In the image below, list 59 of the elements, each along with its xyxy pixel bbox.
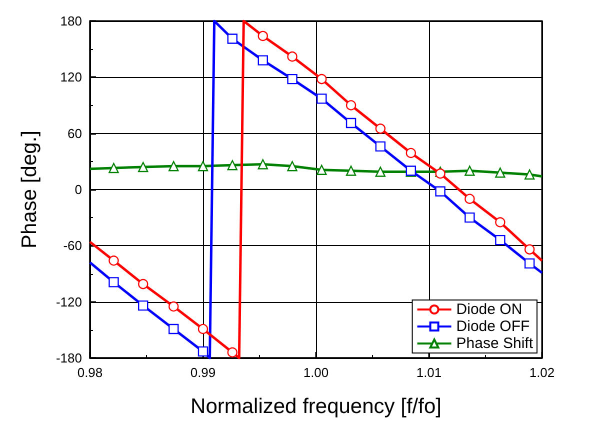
legend-label: Phase Shift bbox=[456, 335, 534, 352]
y-tick-label: 180 bbox=[60, 14, 82, 28]
point bbox=[524, 258, 535, 269]
x-axis-title: Normalized frequency [f/fo] bbox=[190, 395, 442, 418]
point bbox=[227, 34, 238, 44]
point bbox=[375, 166, 386, 177]
point bbox=[495, 217, 506, 228]
point bbox=[258, 159, 268, 170]
legend-label: Diode ON bbox=[456, 301, 522, 318]
x-tick-label: 1.02 bbox=[529, 365, 555, 380]
point bbox=[316, 94, 327, 104]
point bbox=[227, 347, 238, 358]
x-tick-label: 0.99 bbox=[190, 365, 216, 380]
y-tick-label: 120 bbox=[60, 70, 82, 85]
point bbox=[435, 186, 446, 196]
point bbox=[406, 148, 416, 158]
x-tick-label: 0.98 bbox=[77, 365, 103, 380]
point bbox=[168, 301, 179, 312]
point bbox=[108, 277, 119, 288]
legend-label: Diode OFF bbox=[456, 318, 530, 335]
y-tick-label: -180 bbox=[56, 350, 82, 366]
point bbox=[287, 51, 298, 62]
point bbox=[435, 168, 446, 179]
point bbox=[464, 212, 475, 223]
point bbox=[108, 256, 119, 266]
point bbox=[524, 169, 535, 180]
y-axis-title: Phase [deg.] bbox=[18, 130, 41, 248]
point bbox=[464, 194, 475, 204]
text: 1.00 bbox=[303, 365, 329, 380]
point bbox=[227, 160, 238, 170]
point bbox=[524, 244, 535, 255]
point bbox=[346, 100, 356, 110]
point bbox=[138, 278, 148, 290]
line-series bbox=[88, 20, 544, 360]
point bbox=[258, 30, 268, 42]
point bbox=[375, 141, 386, 152]
point bbox=[495, 234, 506, 246]
y-tick-label: 60 bbox=[68, 126, 82, 141]
point bbox=[346, 118, 356, 128]
point bbox=[464, 166, 475, 176]
y-tick-label: -60 bbox=[63, 238, 82, 254]
point bbox=[495, 168, 506, 178]
point bbox=[168, 160, 179, 172]
point bbox=[138, 300, 148, 311]
point bbox=[138, 162, 148, 172]
y-tick-label: -120 bbox=[56, 294, 82, 310]
point bbox=[375, 124, 386, 134]
point bbox=[258, 55, 268, 66]
point bbox=[108, 162, 119, 174]
point bbox=[198, 160, 208, 172]
point bbox=[287, 160, 298, 172]
point bbox=[168, 324, 179, 334]
y-tick-label: 0 bbox=[74, 182, 82, 197]
x-tick-label: 1.01 bbox=[416, 365, 442, 380]
point bbox=[316, 164, 327, 175]
point bbox=[198, 324, 208, 334]
point bbox=[346, 166, 356, 176]
point bbox=[316, 74, 327, 84]
point bbox=[287, 74, 298, 84]
